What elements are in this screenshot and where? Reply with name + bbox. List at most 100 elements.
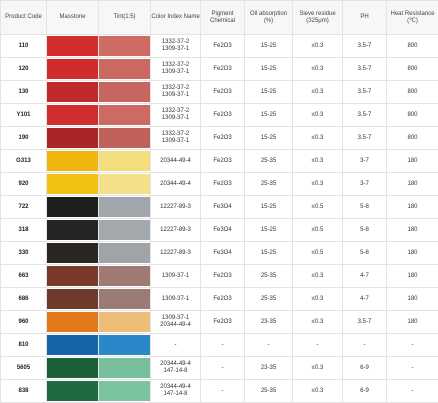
masstone-cell <box>47 334 99 357</box>
heat-resistance-cell: 800 <box>387 35 438 58</box>
tint-cell-swatch <box>99 220 150 240</box>
sieve-residue-cell: ≤0.3 <box>293 127 343 150</box>
masstone-cell <box>47 81 99 104</box>
color-index-cell: - <box>151 334 201 357</box>
masstone-cell <box>47 219 99 242</box>
oil-absorption-cell: 15-25 <box>245 35 293 58</box>
color-index-value: 20344-49-4 <box>151 158 200 165</box>
ph-cell: 3.5-7 <box>343 127 387 150</box>
masstone-cell <box>47 173 99 196</box>
product-code: 5605 <box>1 357 47 380</box>
heat-resistance-cell: 180 <box>387 219 438 242</box>
color-index-value: 1309-37-1 <box>151 273 200 280</box>
header-product-code: Product Code <box>1 1 47 35</box>
pigment-chemical-cell: - <box>201 380 245 403</box>
heat-resistance-cell: - <box>387 380 438 403</box>
masstone-cell-swatch <box>47 312 98 332</box>
oil-absorption-cell: - <box>245 334 293 357</box>
masstone-cell <box>47 242 99 265</box>
pigment-chemical-cell: Fe2O3 <box>201 104 245 127</box>
heat-resistance-cell: - <box>387 357 438 380</box>
color-index-value: 147-14-8 <box>151 391 200 398</box>
sieve-residue-cell: ≤0.3 <box>293 58 343 81</box>
masstone-cell <box>47 196 99 219</box>
masstone-cell <box>47 150 99 173</box>
color-index-value: 12227-89-3 <box>151 250 200 257</box>
product-code: 686 <box>1 288 47 311</box>
oil-absorption-cell: 15-25 <box>245 81 293 104</box>
color-index-cell: 20344-49-4 <box>151 173 201 196</box>
heat-resistance-cell: 800 <box>387 58 438 81</box>
heat-resistance-cell: 800 <box>387 127 438 150</box>
oil-absorption-cell: 15-25 <box>245 242 293 265</box>
color-index-value: 1309-37-1 <box>151 69 200 76</box>
color-index-value: 1309-37-1 <box>151 138 200 145</box>
masstone-cell-swatch <box>47 243 98 263</box>
oil-absorption-cell: 25-35 <box>245 150 293 173</box>
tint-cell <box>99 196 151 219</box>
heat-resistance-cell: - <box>387 334 438 357</box>
sieve-residue-cell: ≤0.3 <box>293 104 343 127</box>
masstone-cell <box>47 58 99 81</box>
color-index-value: 12227-89-3 <box>151 204 200 211</box>
heat-resistance-cell: 180 <box>387 288 438 311</box>
sieve-residue-cell: ≤0.3 <box>293 35 343 58</box>
ph-cell: 3-7 <box>343 150 387 173</box>
ph-cell: 4-7 <box>343 265 387 288</box>
masstone-cell <box>47 104 99 127</box>
masstone-cell <box>47 288 99 311</box>
tint-cell <box>99 35 151 58</box>
masstone-cell-swatch <box>47 36 98 56</box>
color-index-value: 1332-37-2 <box>151 131 200 138</box>
header-heat-resistance: Heat Resistance (℃) <box>387 1 438 35</box>
color-index-value: 20344-49-4 <box>151 361 200 368</box>
color-index-cell: 12227-89-3 <box>151 242 201 265</box>
color-index-value: 1332-37-2 <box>151 85 200 92</box>
tint-cell <box>99 173 151 196</box>
sieve-residue-cell: ≤0.3 <box>293 81 343 104</box>
tint-cell-swatch <box>99 289 150 309</box>
oil-absorption-cell: 15-25 <box>245 127 293 150</box>
tint-cell-swatch <box>99 36 150 56</box>
tint-cell <box>99 127 151 150</box>
product-code: 330 <box>1 242 47 265</box>
tint-cell <box>99 288 151 311</box>
pigment-chemical-cell: - <box>201 357 245 380</box>
tint-cell <box>99 334 151 357</box>
masstone-cell <box>47 35 99 58</box>
pigment-chemical-cell: Fe2O3 <box>201 81 245 104</box>
masstone-cell <box>47 380 99 403</box>
color-index-value: 1309-37-1 <box>151 46 200 53</box>
color-index-value: 20344-49-4 <box>151 322 200 329</box>
header-oil-absorption: Oil absorption (%) <box>245 1 293 35</box>
sieve-residue-cell: ≤0.5 <box>293 242 343 265</box>
header-masstone: Masstone <box>47 1 99 35</box>
sieve-residue-cell: ≤0.3 <box>293 265 343 288</box>
pigment-chemical-cell: Fe3O4 <box>201 242 245 265</box>
color-index-value: 12227-89-3 <box>151 227 200 234</box>
oil-absorption-cell: 25-35 <box>245 265 293 288</box>
masstone-cell-swatch <box>47 105 98 125</box>
header-color-index: Color Index Name <box>151 1 201 35</box>
tint-cell-swatch <box>99 266 150 286</box>
product-code: 838 <box>1 380 47 403</box>
ph-cell: 6-9 <box>343 380 387 403</box>
pigment-chemical-cell: Fe3O4 <box>201 196 245 219</box>
sieve-residue-cell: ≤0.3 <box>293 311 343 334</box>
heat-resistance-cell: 800 <box>387 104 438 127</box>
color-index-cell: 12227-89-3 <box>151 196 201 219</box>
